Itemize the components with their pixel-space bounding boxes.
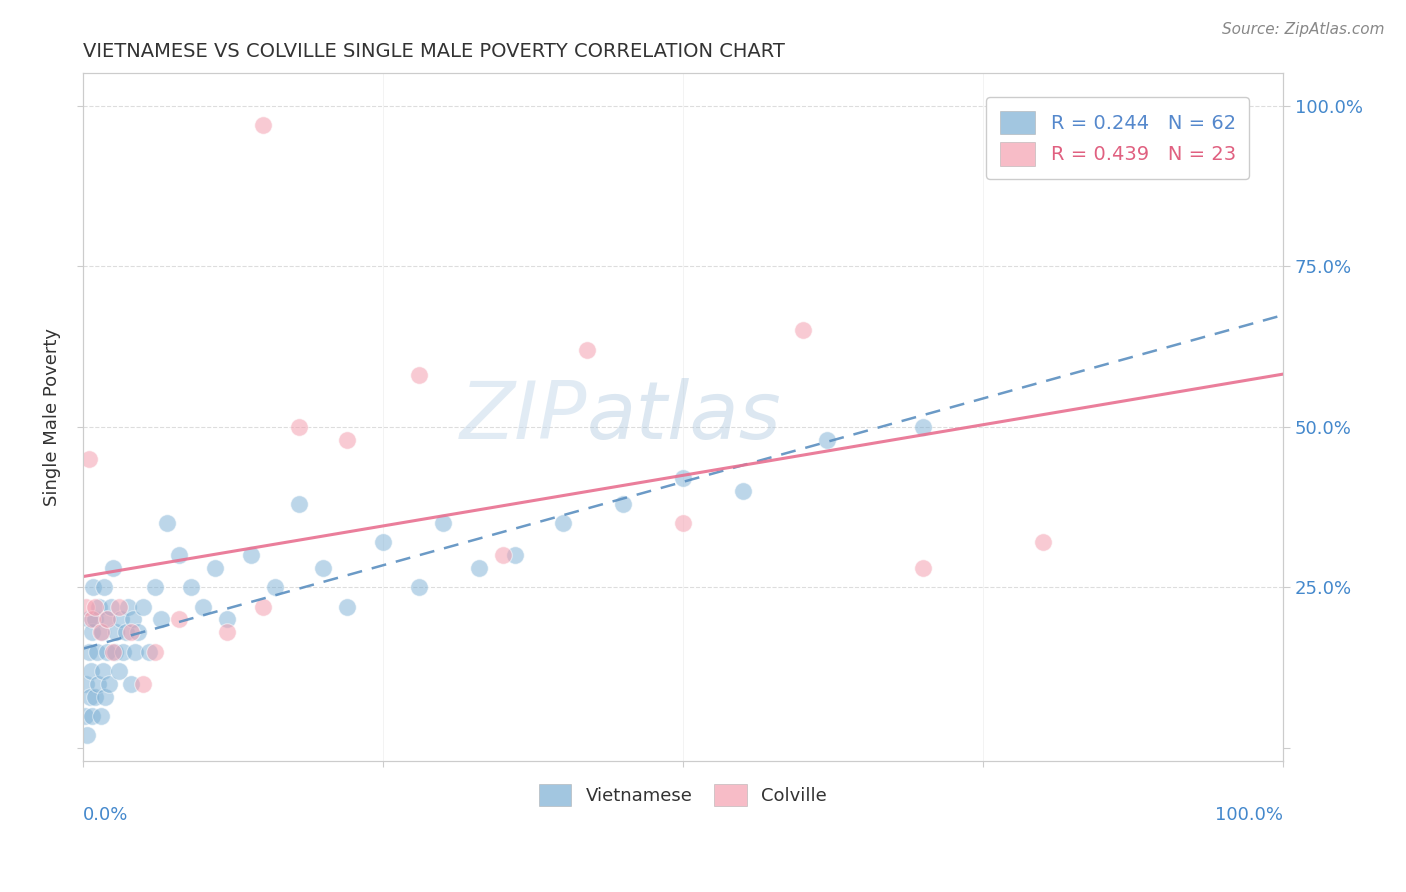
Point [167, 548, 190, 562]
Point [138, 645, 160, 659]
Point [83, 690, 105, 704]
Point [90, 709, 112, 723]
Point [100, 599, 122, 614]
Point [336, 599, 359, 614]
Point [77, 613, 100, 627]
Point [75, 677, 97, 691]
Point [75, 599, 97, 614]
Point [911, 419, 934, 434]
Point [93, 580, 115, 594]
Text: 100.0%: 100.0% [1215, 805, 1284, 823]
Point [672, 516, 695, 530]
Point [101, 645, 124, 659]
Point [432, 516, 454, 530]
Point [180, 580, 202, 594]
Point [87, 677, 110, 691]
Y-axis label: Single Male Poverty: Single Male Poverty [44, 328, 60, 506]
Point [312, 561, 335, 575]
Point [127, 625, 149, 640]
Point [94, 690, 117, 704]
Point [82, 613, 104, 627]
Point [672, 471, 695, 485]
Point [408, 580, 430, 594]
Point [120, 625, 142, 640]
Point [97, 613, 120, 627]
Point [82, 625, 104, 640]
Point [83, 613, 105, 627]
Point [263, 580, 285, 594]
Point [96, 613, 118, 627]
Point [82, 709, 104, 723]
Point [156, 516, 179, 530]
Point [124, 645, 146, 659]
Point [82, 580, 104, 594]
Point [408, 368, 430, 383]
Point [612, 497, 634, 511]
Point [89, 599, 111, 614]
Point [503, 548, 526, 562]
Point [105, 625, 128, 640]
Point [143, 580, 166, 594]
Point [215, 625, 238, 640]
Point [252, 599, 274, 614]
Point [86, 645, 108, 659]
Point [117, 599, 139, 614]
Point [336, 433, 359, 447]
Point [122, 613, 145, 627]
Point [371, 535, 394, 549]
Text: Source: ZipAtlas.com: Source: ZipAtlas.com [1222, 22, 1385, 37]
Point [107, 599, 129, 614]
Point [131, 599, 153, 614]
Point [110, 613, 132, 627]
Point [104, 645, 127, 659]
Point [149, 613, 172, 627]
Point [90, 625, 112, 640]
Point [468, 561, 491, 575]
Point [911, 561, 934, 575]
Point [120, 677, 142, 691]
Point [98, 677, 121, 691]
Text: VIETNAMESE VS COLVILLE SINGLE MALE POVERTY CORRELATION CHART: VIETNAMESE VS COLVILLE SINGLE MALE POVER… [83, 42, 785, 61]
Point [731, 483, 754, 498]
Point [239, 548, 262, 562]
Point [792, 323, 814, 337]
Point [551, 516, 574, 530]
Point [96, 645, 118, 659]
Point [77, 451, 100, 466]
Point [252, 118, 274, 132]
Point [204, 561, 226, 575]
Point [191, 599, 214, 614]
Point [131, 677, 153, 691]
Point [107, 664, 129, 678]
Point [167, 613, 190, 627]
Point [215, 613, 238, 627]
Legend: Vietnamese, Colville: Vietnamese, Colville [531, 777, 834, 814]
Point [91, 664, 114, 678]
Point [143, 645, 166, 659]
Text: ZIP: ZIP [460, 378, 586, 456]
Point [83, 599, 105, 614]
Point [115, 625, 138, 640]
Text: atlas: atlas [586, 378, 782, 456]
Point [575, 343, 598, 357]
Point [1032, 535, 1054, 549]
Point [492, 548, 515, 562]
Point [101, 561, 124, 575]
Point [79, 690, 101, 704]
Point [76, 728, 98, 742]
Point [73, 709, 96, 723]
Point [90, 625, 112, 640]
Point [112, 645, 135, 659]
Point [77, 645, 100, 659]
Point [287, 497, 309, 511]
Point [80, 664, 103, 678]
Text: 0.0%: 0.0% [83, 805, 128, 823]
Point [287, 419, 309, 434]
Point [815, 433, 838, 447]
